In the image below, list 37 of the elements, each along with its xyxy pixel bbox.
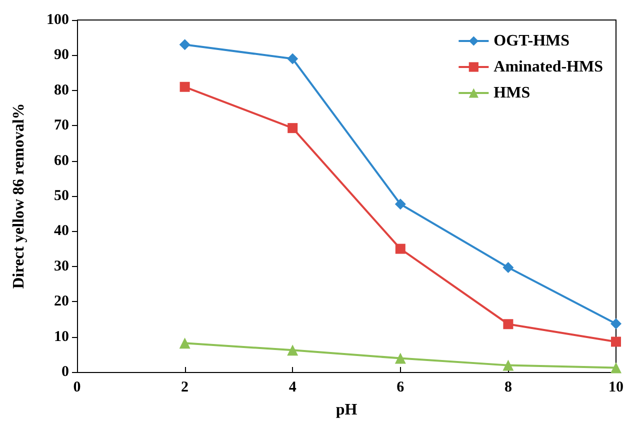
legend-label: Aminated-HMS bbox=[494, 58, 604, 76]
x-tick-label: 10 bbox=[608, 380, 624, 396]
x-tick-label: 8 bbox=[504, 380, 512, 396]
point bbox=[395, 244, 406, 254]
y-tick-label: 100 bbox=[46, 12, 69, 28]
legend-label: OGT-HMS bbox=[494, 32, 570, 50]
y-tick-label: 0 bbox=[62, 364, 69, 380]
y-tick-label: 40 bbox=[54, 223, 69, 240]
x-tick-label: 4 bbox=[288, 380, 297, 396]
y-tick-label: 30 bbox=[54, 258, 69, 274]
y-tick-label: 70 bbox=[54, 118, 69, 134]
point bbox=[610, 362, 622, 374]
point bbox=[503, 319, 514, 330]
point bbox=[180, 82, 190, 92]
point bbox=[179, 338, 190, 349]
point bbox=[611, 336, 621, 347]
x-tick-label: 6 bbox=[396, 380, 405, 396]
point bbox=[502, 262, 514, 273]
point bbox=[394, 198, 406, 210]
y-tick-label: 90 bbox=[54, 47, 69, 64]
y-tick-label: 20 bbox=[54, 294, 69, 310]
y-tick-label: 60 bbox=[54, 152, 69, 169]
point bbox=[610, 318, 622, 330]
x-axis-title: pH bbox=[336, 402, 358, 418]
point bbox=[394, 352, 406, 364]
point bbox=[179, 39, 190, 50]
y-tick-label: 50 bbox=[54, 188, 69, 204]
x-tick-label: 2 bbox=[181, 380, 189, 396]
point bbox=[502, 360, 514, 371]
legend-label: HMS bbox=[494, 84, 530, 102]
y-tick-label: 80 bbox=[54, 82, 69, 98]
y-tick-label: 10 bbox=[54, 328, 69, 345]
point bbox=[288, 123, 298, 134]
x-tick-label: 0 bbox=[73, 380, 81, 396]
point bbox=[287, 344, 298, 356]
point bbox=[287, 53, 298, 64]
y-axis-title: Direct yellow 86 removal% bbox=[10, 103, 28, 289]
